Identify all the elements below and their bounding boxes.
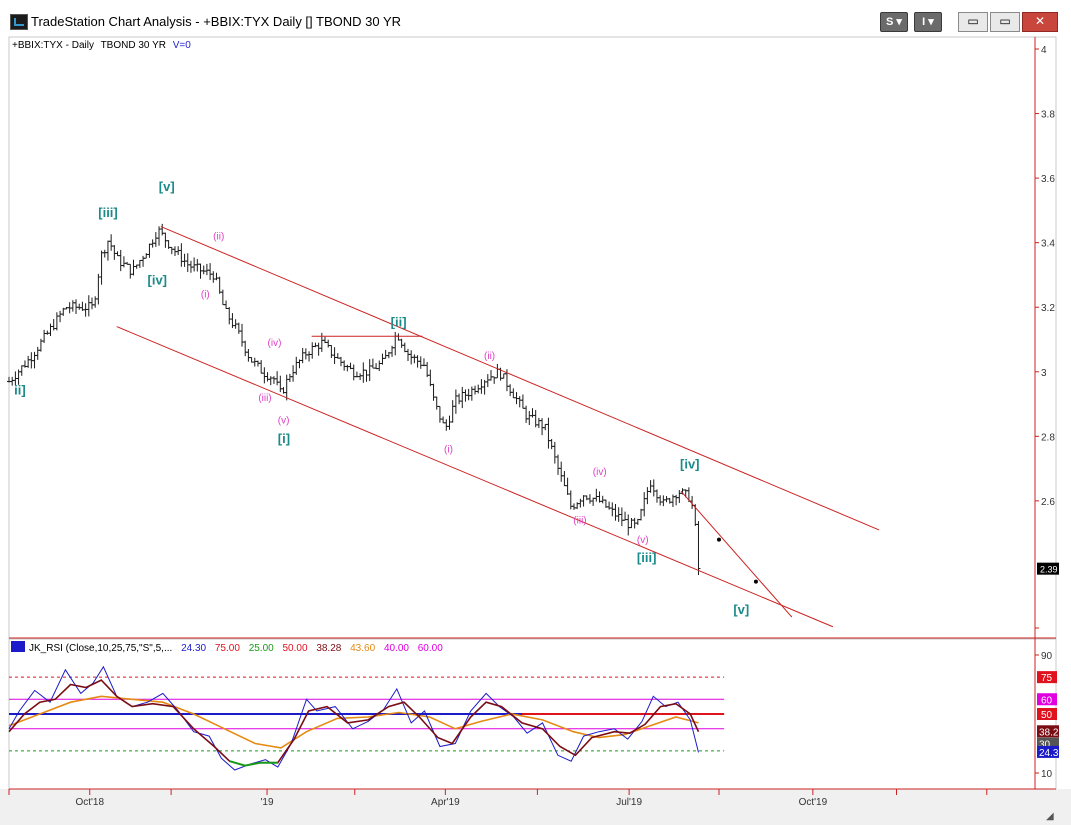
close-button[interactable]: ✕ [1022, 12, 1058, 32]
wave-labels: [iii] [v] [iv] (ii) (i) (iv) (iii) (v) [i] [ii] (i… [14, 179, 749, 617]
rsi-value-7: 40.00 [384, 643, 409, 654]
last-price-box [1037, 562, 1059, 575]
rsi-level-box [1037, 693, 1057, 706]
rsi-level-box-label: 75 [1041, 673, 1053, 684]
rsi-value-box-label: 24.3 [1039, 748, 1059, 759]
price-tick-label: 3.4 [1041, 239, 1055, 250]
last-price-marker: 2.39 [1037, 562, 1059, 575]
interval-link-button[interactable]: I ▾ [914, 12, 942, 32]
wave-label-minor: (v) [637, 535, 649, 546]
projection-dot [716, 537, 721, 542]
wave-label-major: ii] [14, 382, 26, 397]
price-pane-frame [8, 36, 1057, 639]
wave-label-major: [ii] [391, 315, 407, 330]
time-tick-label: Apr'19 [431, 797, 460, 808]
wave-label-major: [i] [278, 431, 290, 446]
wave-label-major: [v] [733, 602, 749, 617]
rsi-header: JK_RSI (Close,10,25,75,"S",5,... 24.30 7… [29, 643, 443, 654]
rsi-slow-average-line [8, 695, 699, 749]
price-bars [7, 223, 701, 576]
channel-upper-line [160, 226, 880, 531]
rsi-value-2: 75.00 [215, 643, 240, 654]
rsi-level-box-label: 60 [1041, 695, 1053, 706]
price-axis-ticks: 4 3.8 3.6 3.4 3.2 3 2.8 2.6 [1035, 45, 1055, 629]
time-axis-bg [0, 789, 1071, 825]
wave-v-projection-line [680, 490, 793, 618]
price-tick-label: 3.2 [1041, 303, 1055, 314]
wave-label-minor: (i) [201, 290, 210, 301]
rsi-value-box-label: 38.2 [1039, 727, 1059, 738]
price-tick-label: 3.6 [1041, 174, 1055, 185]
time-tick-label: '19 [261, 797, 274, 808]
price-tick-label: 4 [1041, 45, 1047, 56]
wave-label-minor: (iii) [573, 515, 586, 526]
rsi-value-box [1037, 725, 1059, 738]
rsi-oversold-segment [229, 760, 278, 767]
rsi-indicator-icon [11, 641, 25, 652]
price-tick-label: 3.8 [1041, 110, 1055, 121]
price-tick-label: 2.8 [1041, 432, 1055, 443]
wave-label-major: [iv] [680, 457, 700, 472]
wave-label-minor: (ii) [213, 231, 224, 242]
wave-label-minor: (iii) [258, 393, 271, 404]
rsi-tick-label: 90 [1041, 651, 1053, 662]
symbol-description: TBOND 30 YR [101, 40, 166, 51]
rsi-name: JK_RSI (Close,10,25,75,"S",5,... [29, 643, 172, 654]
projection-dot [753, 579, 758, 584]
window-title: TradeStation Chart Analysis - +BBIX:TYX … [31, 14, 402, 29]
rsi-tick-label: 10 [1041, 769, 1053, 780]
resize-grip-icon: ◢ [1046, 811, 1054, 822]
rsi-level-box [1037, 671, 1057, 684]
symbol-link-button[interactable]: S ▾ [880, 12, 908, 32]
maximize-icon: ▭ [999, 14, 1011, 28]
wave-label-minor: (ii) [484, 351, 495, 362]
symbol-link-label: S [886, 16, 894, 28]
rsi-value-box [1037, 745, 1059, 758]
wave-label-minor: (iv) [593, 467, 607, 478]
minimize-icon: ▭ [967, 14, 979, 28]
volume-label: V=0 [173, 40, 192, 51]
close-icon: ✕ [1034, 14, 1046, 28]
symbol-label: +BBIX:TYX - Daily [12, 40, 94, 51]
price-tick-label: 3 [1041, 368, 1047, 379]
rsi-value-3: 25.00 [249, 643, 274, 654]
time-tick-label: Oct'18 [75, 797, 104, 808]
price-header: +BBIX:TYX - Daily TBOND 30 YR V=0 [12, 40, 191, 51]
wave-label-major: [v] [159, 179, 175, 194]
channel-lower-line [116, 326, 834, 628]
last-price-label: 2.39 [1040, 565, 1058, 575]
maximize-button[interactable]: ▭ [990, 12, 1020, 32]
rsi-value-5: 38.28 [316, 643, 341, 654]
rsi-value-8: 60.00 [418, 643, 443, 654]
time-tick-label: Jul'19 [616, 797, 642, 808]
rsi-value-6: 43.60 [350, 643, 375, 654]
minimize-button[interactable]: ▭ [958, 12, 988, 32]
wave-label-minor: (v) [278, 415, 290, 426]
wave-label-minor: (iv) [268, 338, 282, 349]
rsi-value-1: 24.30 [181, 643, 206, 654]
app-icon [10, 14, 28, 30]
time-axis-labels: Oct'18 '19 Apr'19 Jul'19 Oct'19 [8, 789, 988, 808]
rsi-value-box-label: 30 [1039, 740, 1051, 751]
trend-channel [116, 226, 880, 628]
rsi-level-box [1037, 708, 1057, 720]
price-tick-label: 2.6 [1041, 497, 1055, 508]
wave-label-major: [iii] [98, 205, 118, 220]
rsi-level-box-label: 50 [1041, 710, 1053, 721]
wave-label-minor: (i) [444, 444, 453, 455]
time-tick-label: Oct'19 [799, 797, 828, 808]
interval-link-label: I [922, 16, 926, 28]
wave-label-major: [iii] [637, 550, 657, 565]
rsi-signal-line [8, 679, 700, 767]
rsi-value-4: 50.00 [283, 643, 308, 654]
wave-label-major: [iv] [148, 273, 168, 288]
